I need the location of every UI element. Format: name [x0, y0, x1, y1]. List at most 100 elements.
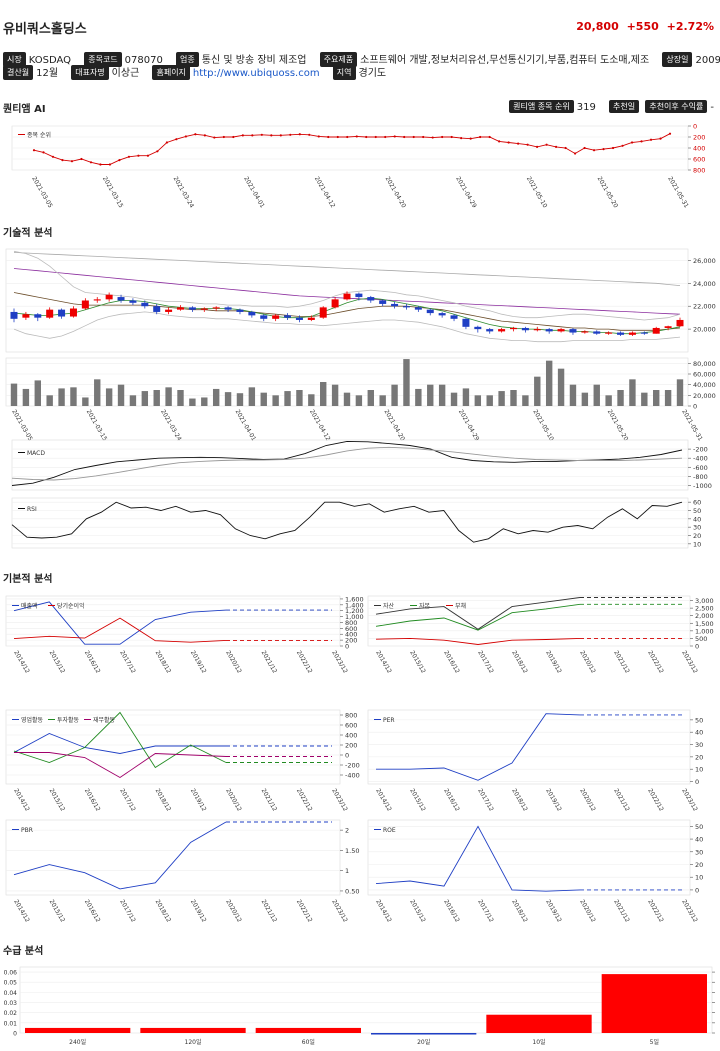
macd-ytick-label: -400	[693, 455, 708, 463]
rank-xtick-label: 2021-04-01	[242, 176, 266, 210]
volume-bar	[438, 384, 446, 406]
per-xtick-label: 2023/12	[680, 788, 699, 813]
candle-body	[617, 332, 625, 335]
current-price: 20,800	[576, 20, 619, 33]
candle-body	[355, 293, 363, 298]
volume-bar	[296, 390, 303, 406]
volume-bar	[462, 388, 470, 406]
volume-bar	[248, 387, 256, 406]
volume-bar	[10, 383, 18, 406]
balance-xtick-label: 2019/12	[544, 650, 563, 675]
rank-point	[640, 140, 643, 143]
candle-body	[34, 314, 42, 318]
macd-signal-line	[11, 446, 683, 481]
roe-legend-label: ROE	[383, 827, 396, 834]
sales-income-ytick-label: 1,600	[345, 595, 364, 603]
company-name: 유비쿼스홀딩스	[3, 22, 87, 37]
candle-body	[248, 311, 256, 316]
candle-body	[581, 331, 589, 333]
volume-bar	[534, 376, 541, 406]
fiscal-label: 결산월	[3, 65, 34, 80]
candle-body	[105, 294, 113, 300]
rank-point	[251, 134, 254, 137]
rank-point	[460, 137, 463, 140]
supply-xtick-label: 240일	[69, 1038, 86, 1046]
per-xtick-label: 2021/12	[612, 788, 631, 813]
rsi-ytick-label: 10	[693, 540, 701, 548]
rank-xtick-label: 2021-03-05	[30, 176, 54, 210]
candle-body	[652, 327, 660, 334]
volume-bar	[581, 392, 589, 406]
rank-point	[232, 135, 235, 139]
supply-bar	[486, 1014, 592, 1033]
company-info-row-2: 결산월 12월 대표자명 이상근 홈페이지 http://www.ubiquoss.c…	[3, 65, 386, 80]
supply-bar	[140, 1027, 246, 1033]
cashflow-xtick-label: 2018/12	[154, 788, 173, 813]
volume-xtick-label: 2021-03-15	[85, 409, 109, 443]
cashflow-xtick-label: 2017/12	[118, 788, 137, 813]
supply-ytick-label: 0.06	[4, 970, 18, 977]
candle-body	[295, 317, 303, 320]
rank-ytick-label: 400	[693, 145, 705, 153]
per-frame	[367, 709, 691, 785]
pbr-xtick-label: 2023/12	[330, 899, 349, 924]
cashflow-ytick-label: 200	[345, 742, 357, 750]
candle-body	[319, 307, 327, 318]
per-ytick-label: 40	[695, 729, 703, 737]
rank-point	[630, 141, 634, 144]
sales-income-xtick-label: 2019/12	[189, 650, 208, 675]
rank-point	[184, 135, 187, 138]
rank-point	[431, 136, 434, 139]
volume-bar	[545, 360, 553, 406]
candle-body	[129, 300, 137, 303]
price-frame	[5, 248, 689, 353]
rank-xtick-label: 2021-04-12	[313, 176, 337, 210]
candle-body	[165, 309, 173, 312]
pbr-xtick-label: 2016/12	[83, 899, 102, 924]
fiscal-value: 12월	[36, 68, 59, 79]
candle-body	[462, 318, 470, 327]
volume-bar	[236, 393, 244, 406]
price-quote: 20,800 +550 +2.72%	[572, 20, 714, 33]
macd-MACD-line	[11, 440, 683, 486]
roe-ytick-label: 50	[695, 823, 703, 831]
sales-income-legend-label: 매출액	[21, 602, 38, 610]
volume-xtick-label: 2021-05-31	[680, 409, 704, 443]
cashflow-xtick-label: 2020/12	[224, 788, 243, 813]
rank-point	[175, 138, 178, 141]
volume-bar	[105, 388, 113, 406]
rank-point	[127, 155, 131, 158]
pbr-ytick-label: 1	[345, 867, 349, 875]
candle-body	[450, 315, 458, 319]
cashflow-xtick-label: 2015/12	[48, 788, 67, 813]
candle-body	[438, 313, 446, 316]
rank-point	[668, 132, 672, 135]
pbr-xtick-label: 2020/12	[224, 899, 243, 924]
price-ma_short-line	[13, 297, 681, 335]
candle-body	[510, 327, 517, 330]
rank-point	[602, 148, 605, 151]
per-xtick-label: 2018/12	[510, 788, 529, 813]
volume-bar	[450, 392, 458, 406]
rank-point	[32, 149, 36, 152]
homepage-link[interactable]: http://www.ubiquoss.com	[192, 68, 320, 79]
supply-ytick-label: 0.04	[4, 990, 18, 997]
candle-body	[486, 329, 494, 332]
balance-xtick-label: 2020/12	[578, 650, 597, 675]
rank-point	[659, 137, 662, 140]
balance-legend-label: 자본	[419, 602, 431, 610]
rank-point	[279, 134, 282, 137]
per-ytick-label: 10	[695, 766, 703, 774]
volume-bar	[224, 392, 232, 406]
rank-point	[507, 141, 510, 144]
rsi-ytick-label: 40	[693, 515, 701, 523]
volume-bar	[367, 390, 374, 406]
cashflow-ytick-label: 800	[345, 712, 357, 720]
supply-ytick-label: 0.01	[4, 1020, 18, 1027]
rank-point	[80, 157, 83, 161]
rank-point	[384, 135, 387, 139]
roe-xtick-label: 2023/12	[680, 899, 699, 924]
candle-body	[22, 314, 30, 318]
rank-point	[526, 143, 529, 146]
volume-bar	[486, 395, 493, 406]
